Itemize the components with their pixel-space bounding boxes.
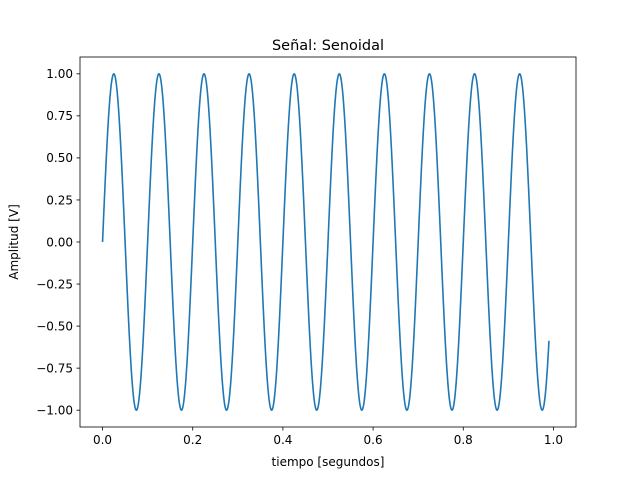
y-tick-label: 0.50: [46, 151, 73, 165]
y-tick-label: 0.75: [46, 109, 73, 123]
chart-title: Señal: Senoidal: [272, 38, 384, 54]
sine-series-line: [101, 73, 550, 411]
y-tick-label: −0.25: [36, 277, 73, 291]
x-axis-label: tiempo [segundos]: [272, 455, 385, 469]
x-tick-label: 0.6: [364, 433, 383, 447]
x-tick-label: 1.0: [544, 433, 563, 447]
y-tick-label: 1.00: [46, 67, 73, 81]
y-tick-label: 0.25: [46, 193, 73, 207]
x-tick-label: 0.2: [183, 433, 202, 447]
x-tick-label: 0.0: [93, 433, 112, 447]
y-tick-label: −0.50: [36, 319, 73, 333]
y-tick-label: 0.00: [46, 235, 73, 249]
plot-area: [101, 73, 550, 411]
y-axis: −1.00 −0.75 −0.50 −0.25 0.00 0.25 0.50 0.75 1.00: [36, 67, 80, 417]
y-axis-label: Amplitud [V]: [7, 204, 21, 280]
x-tick-label: 0.4: [273, 433, 292, 447]
y-tick-label: −1.00: [36, 403, 73, 417]
x-axis: 0.0 0.2 0.4 0.6 0.8 1.0: [93, 427, 563, 447]
x-tick-label: 0.8: [454, 433, 473, 447]
y-tick-label: −0.75: [36, 361, 73, 375]
